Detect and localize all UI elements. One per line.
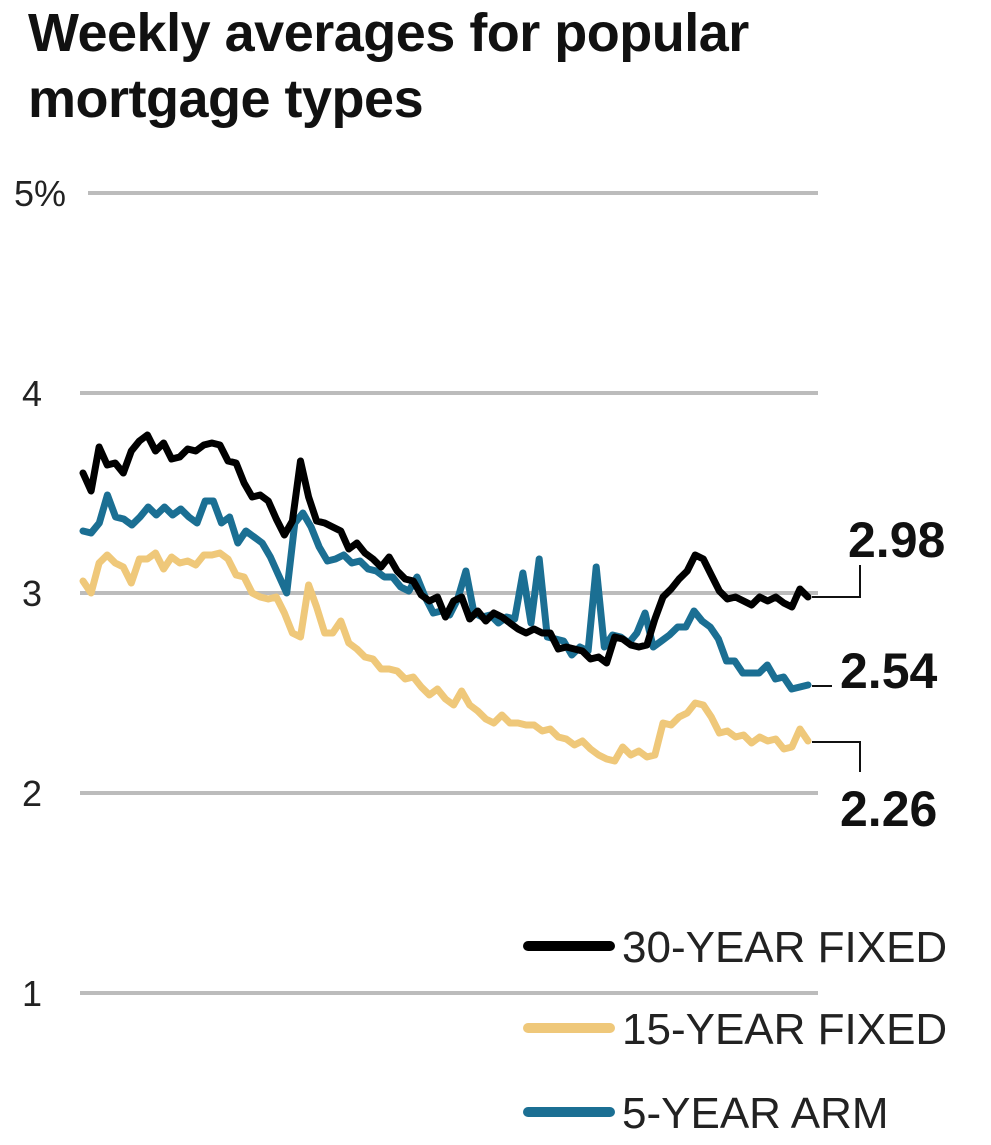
- legend: 30-YEAR FIXED 15-YEAR FIXED 5-YEAR ARM: [523, 923, 947, 1138]
- legend-label: 30-YEAR FIXED: [622, 923, 947, 972]
- end-value-label: 2.98: [848, 512, 945, 568]
- y-tick-label: 1: [22, 973, 42, 1014]
- y-tick-label: 4: [22, 373, 42, 414]
- leader-line: [812, 565, 861, 598]
- y-tick-label: 3: [22, 573, 42, 614]
- legend-label: 15-YEAR FIXED: [622, 1005, 947, 1054]
- series-line-15-year-fixed: [79, 549, 812, 765]
- end-value-labels: 2.98 2.54 2.26: [812, 512, 945, 837]
- end-value-label: 2.26: [840, 781, 937, 837]
- series-line-30-year-fixed: [79, 431, 812, 667]
- y-tick-label: 2: [22, 773, 42, 814]
- chart-title: Weekly averages for popular mortgage typ…: [28, 3, 749, 129]
- leader-line: [812, 741, 861, 772]
- legend-label: 5-YEAR ARM: [622, 1089, 889, 1138]
- end-value-label: 2.54: [840, 643, 938, 699]
- gridlines: [80, 191, 818, 995]
- y-tick-label: 5%: [14, 173, 66, 214]
- series-lines: [79, 431, 812, 765]
- y-axis-ticks: 5% 4 3 2 1: [14, 173, 66, 1014]
